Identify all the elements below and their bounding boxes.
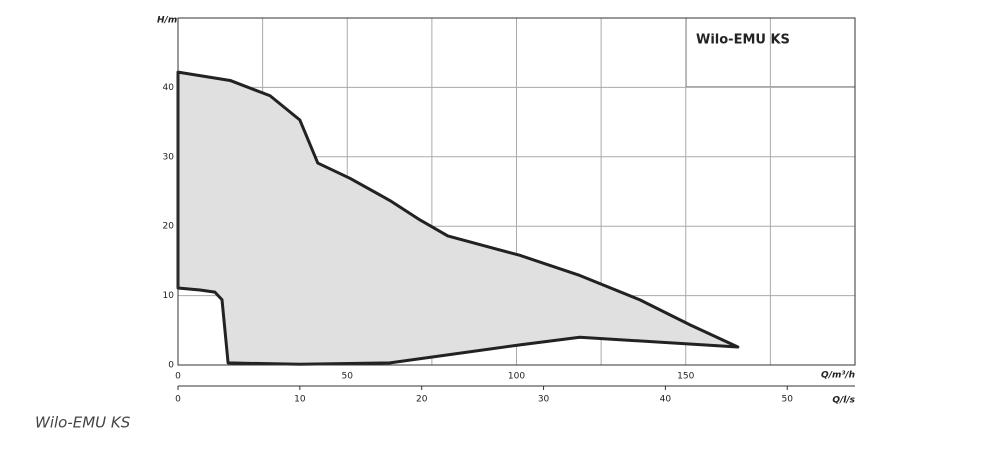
x2-axis-label: Q/l/s [832,396,855,406]
caption: Wilo-EMU KS [35,414,131,432]
area [176,70,740,366]
x2-tick-label: 20 [416,395,428,405]
y-tick-label: 30 [163,152,175,162]
x-axis-label: Q/m³/h [821,371,855,381]
x-tick-label: 150 [677,372,694,382]
x-tick-label: 0 [175,372,181,382]
x-tick-label: 100 [508,372,525,382]
y-tick-label: 10 [163,291,175,301]
x-tick-label: 50 [342,372,354,382]
x2-tick-label: 10 [294,395,306,405]
y-axis-label: H/m [157,16,177,26]
x2-tick-label: 0 [175,395,181,405]
x2-tick-label: 50 [782,395,794,405]
y-tick-label: 40 [163,83,175,93]
plot-frame [177,17,856,366]
legend-entry: Wilo-EMU KS [696,33,790,48]
y-tick-label: 20 [163,222,175,232]
y-tick-label: 0 [168,361,174,371]
x2-tick-label: 40 [660,395,672,405]
x2-tick-label: 30 [538,395,550,405]
